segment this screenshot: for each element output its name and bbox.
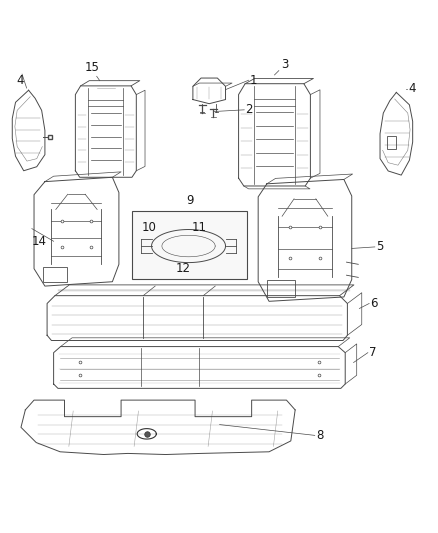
Text: 4: 4 [16, 74, 23, 87]
Bar [43, 266, 67, 282]
Text: 11: 11 [192, 221, 207, 234]
Bar [387, 135, 396, 149]
Text: 2: 2 [246, 103, 253, 116]
Text: 10: 10 [141, 221, 156, 234]
Text: 3: 3 [281, 58, 288, 70]
Text: 4: 4 [408, 82, 416, 94]
Bar [132, 211, 247, 279]
Text: 14: 14 [32, 235, 47, 248]
Text: 5: 5 [376, 240, 384, 253]
Text: 8: 8 [316, 429, 323, 442]
Text: 15: 15 [85, 61, 100, 74]
Bar [267, 280, 295, 297]
Text: 12: 12 [176, 262, 191, 275]
Text: 6: 6 [371, 297, 378, 310]
Text: 9: 9 [186, 194, 193, 207]
Text: 1: 1 [250, 74, 258, 87]
Text: 7: 7 [369, 346, 377, 359]
